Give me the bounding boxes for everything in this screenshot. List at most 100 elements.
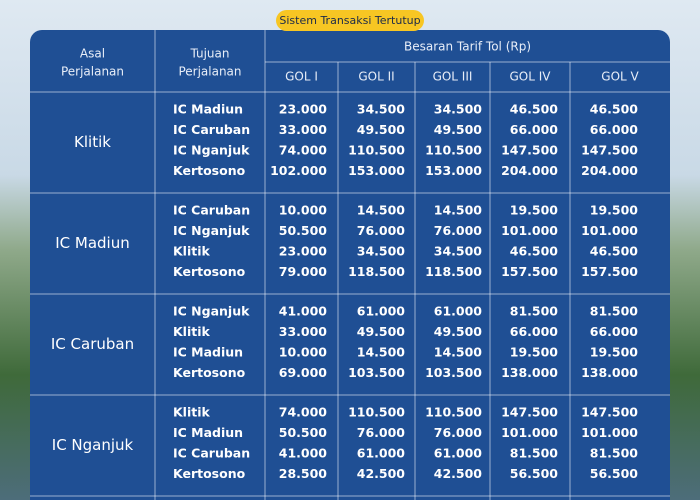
tariff: 103.500 [425,365,482,380]
tariff: 66.000 [590,122,639,137]
column-header: Tujuan [189,47,229,61]
destination: Kertosono [173,163,246,178]
column-header: Perjalanan [61,65,124,79]
tariff: 66.000 [510,122,559,137]
destination: IC Caruban [173,446,250,461]
destination: Klitik [173,244,211,259]
column-header: Perjalanan [178,65,241,79]
origin: Klitik [74,133,111,151]
tariff: 101.000 [501,223,558,238]
tariff: 138.000 [581,365,638,380]
tariff: 34.500 [357,102,406,117]
column-header: Besaran Tarif Tol (Rp) [404,40,531,54]
tariff: 76.000 [434,425,483,440]
tariff: 34.500 [434,244,483,259]
tariff: 14.500 [357,203,406,218]
tariff: 81.500 [590,446,639,461]
tariff: 118.500 [348,264,405,279]
tariff: 110.500 [348,143,405,158]
destination: IC Nganjuk [173,223,250,238]
tariff: 147.500 [581,405,638,420]
origin: IC Madiun [55,234,130,252]
origin: IC Nganjuk [52,436,134,454]
tariff: 74.000 [279,405,328,420]
tariff: 101.000 [581,425,638,440]
tariff: 49.500 [357,324,406,339]
destination: Kertosono [173,365,246,380]
tariff: 147.500 [501,405,558,420]
tariff: 50.500 [279,425,328,440]
destination: Kertosono [173,466,246,481]
tariff: 33.000 [279,324,328,339]
tariff: 34.500 [434,102,483,117]
destination: Klitik [173,324,211,339]
column-header: Asal [80,47,105,61]
tariff: 204.000 [501,163,558,178]
tariff: 81.500 [510,446,559,461]
destination: IC Madiun [173,102,243,117]
tariff: 14.500 [434,345,483,360]
tariff: 10.000 [279,203,328,218]
tariff: 34.500 [357,244,406,259]
tariff: 110.500 [425,143,482,158]
tariff: 74.000 [279,143,328,158]
tariff: 66.000 [590,324,639,339]
tariff: 101.000 [581,223,638,238]
class-header: GOL III [433,70,473,84]
tariff: 157.500 [581,264,638,279]
table-panel [30,30,670,500]
tariff: 101.000 [501,425,558,440]
tariff: 42.500 [434,466,483,481]
badge [276,10,424,31]
destination: IC Caruban [173,122,250,137]
tariff: 23.000 [279,244,328,259]
tariff: 49.500 [434,324,483,339]
class-header: GOL V [601,70,639,84]
destination: IC Nganjuk [173,304,250,319]
class-header: GOL I [285,70,318,84]
destination: Klitik [173,405,211,420]
tariff: 46.500 [510,244,559,259]
tariff: 61.000 [434,446,483,461]
tariff: 61.000 [434,304,483,319]
tariff: 50.500 [279,223,328,238]
tariff: 204.000 [581,163,638,178]
tariff: 46.500 [510,102,559,117]
tariff: 28.500 [279,466,328,481]
tariff: 19.500 [590,345,639,360]
tariff: 19.500 [510,345,559,360]
destination: IC Nganjuk [173,143,250,158]
tariff: 103.500 [348,365,405,380]
origin: IC Caruban [51,335,134,353]
destination: IC Madiun [173,425,243,440]
tariff: 81.500 [590,304,639,319]
tariff: 66.000 [510,324,559,339]
tariff: 76.000 [357,223,406,238]
tariff: 147.500 [581,143,638,158]
tariff: 33.000 [279,122,328,137]
tariff: 41.000 [279,446,328,461]
tariff: 102.000 [270,163,327,178]
class-header: GOL II [358,70,394,84]
tariff: 157.500 [501,264,558,279]
tariff: 49.500 [434,122,483,137]
tariff: 153.000 [425,163,482,178]
tariff: 23.000 [279,102,328,117]
badge-text: Sistem Transaksi Tertutup [279,14,420,27]
tariff: 14.500 [434,203,483,218]
tariff: 138.000 [501,365,558,380]
tariff: 46.500 [590,102,639,117]
tariff: 81.500 [510,304,559,319]
tariff: 56.500 [590,466,639,481]
tariff: 14.500 [357,345,406,360]
tariff: 147.500 [501,143,558,158]
tariff: 76.000 [357,425,406,440]
destination: IC Caruban [173,203,250,218]
tariff: 110.500 [348,405,405,420]
class-header: GOL IV [510,70,552,84]
tariff: 46.500 [590,244,639,259]
tariff: 79.000 [279,264,328,279]
tariff: 118.500 [425,264,482,279]
tariff: 153.000 [348,163,405,178]
